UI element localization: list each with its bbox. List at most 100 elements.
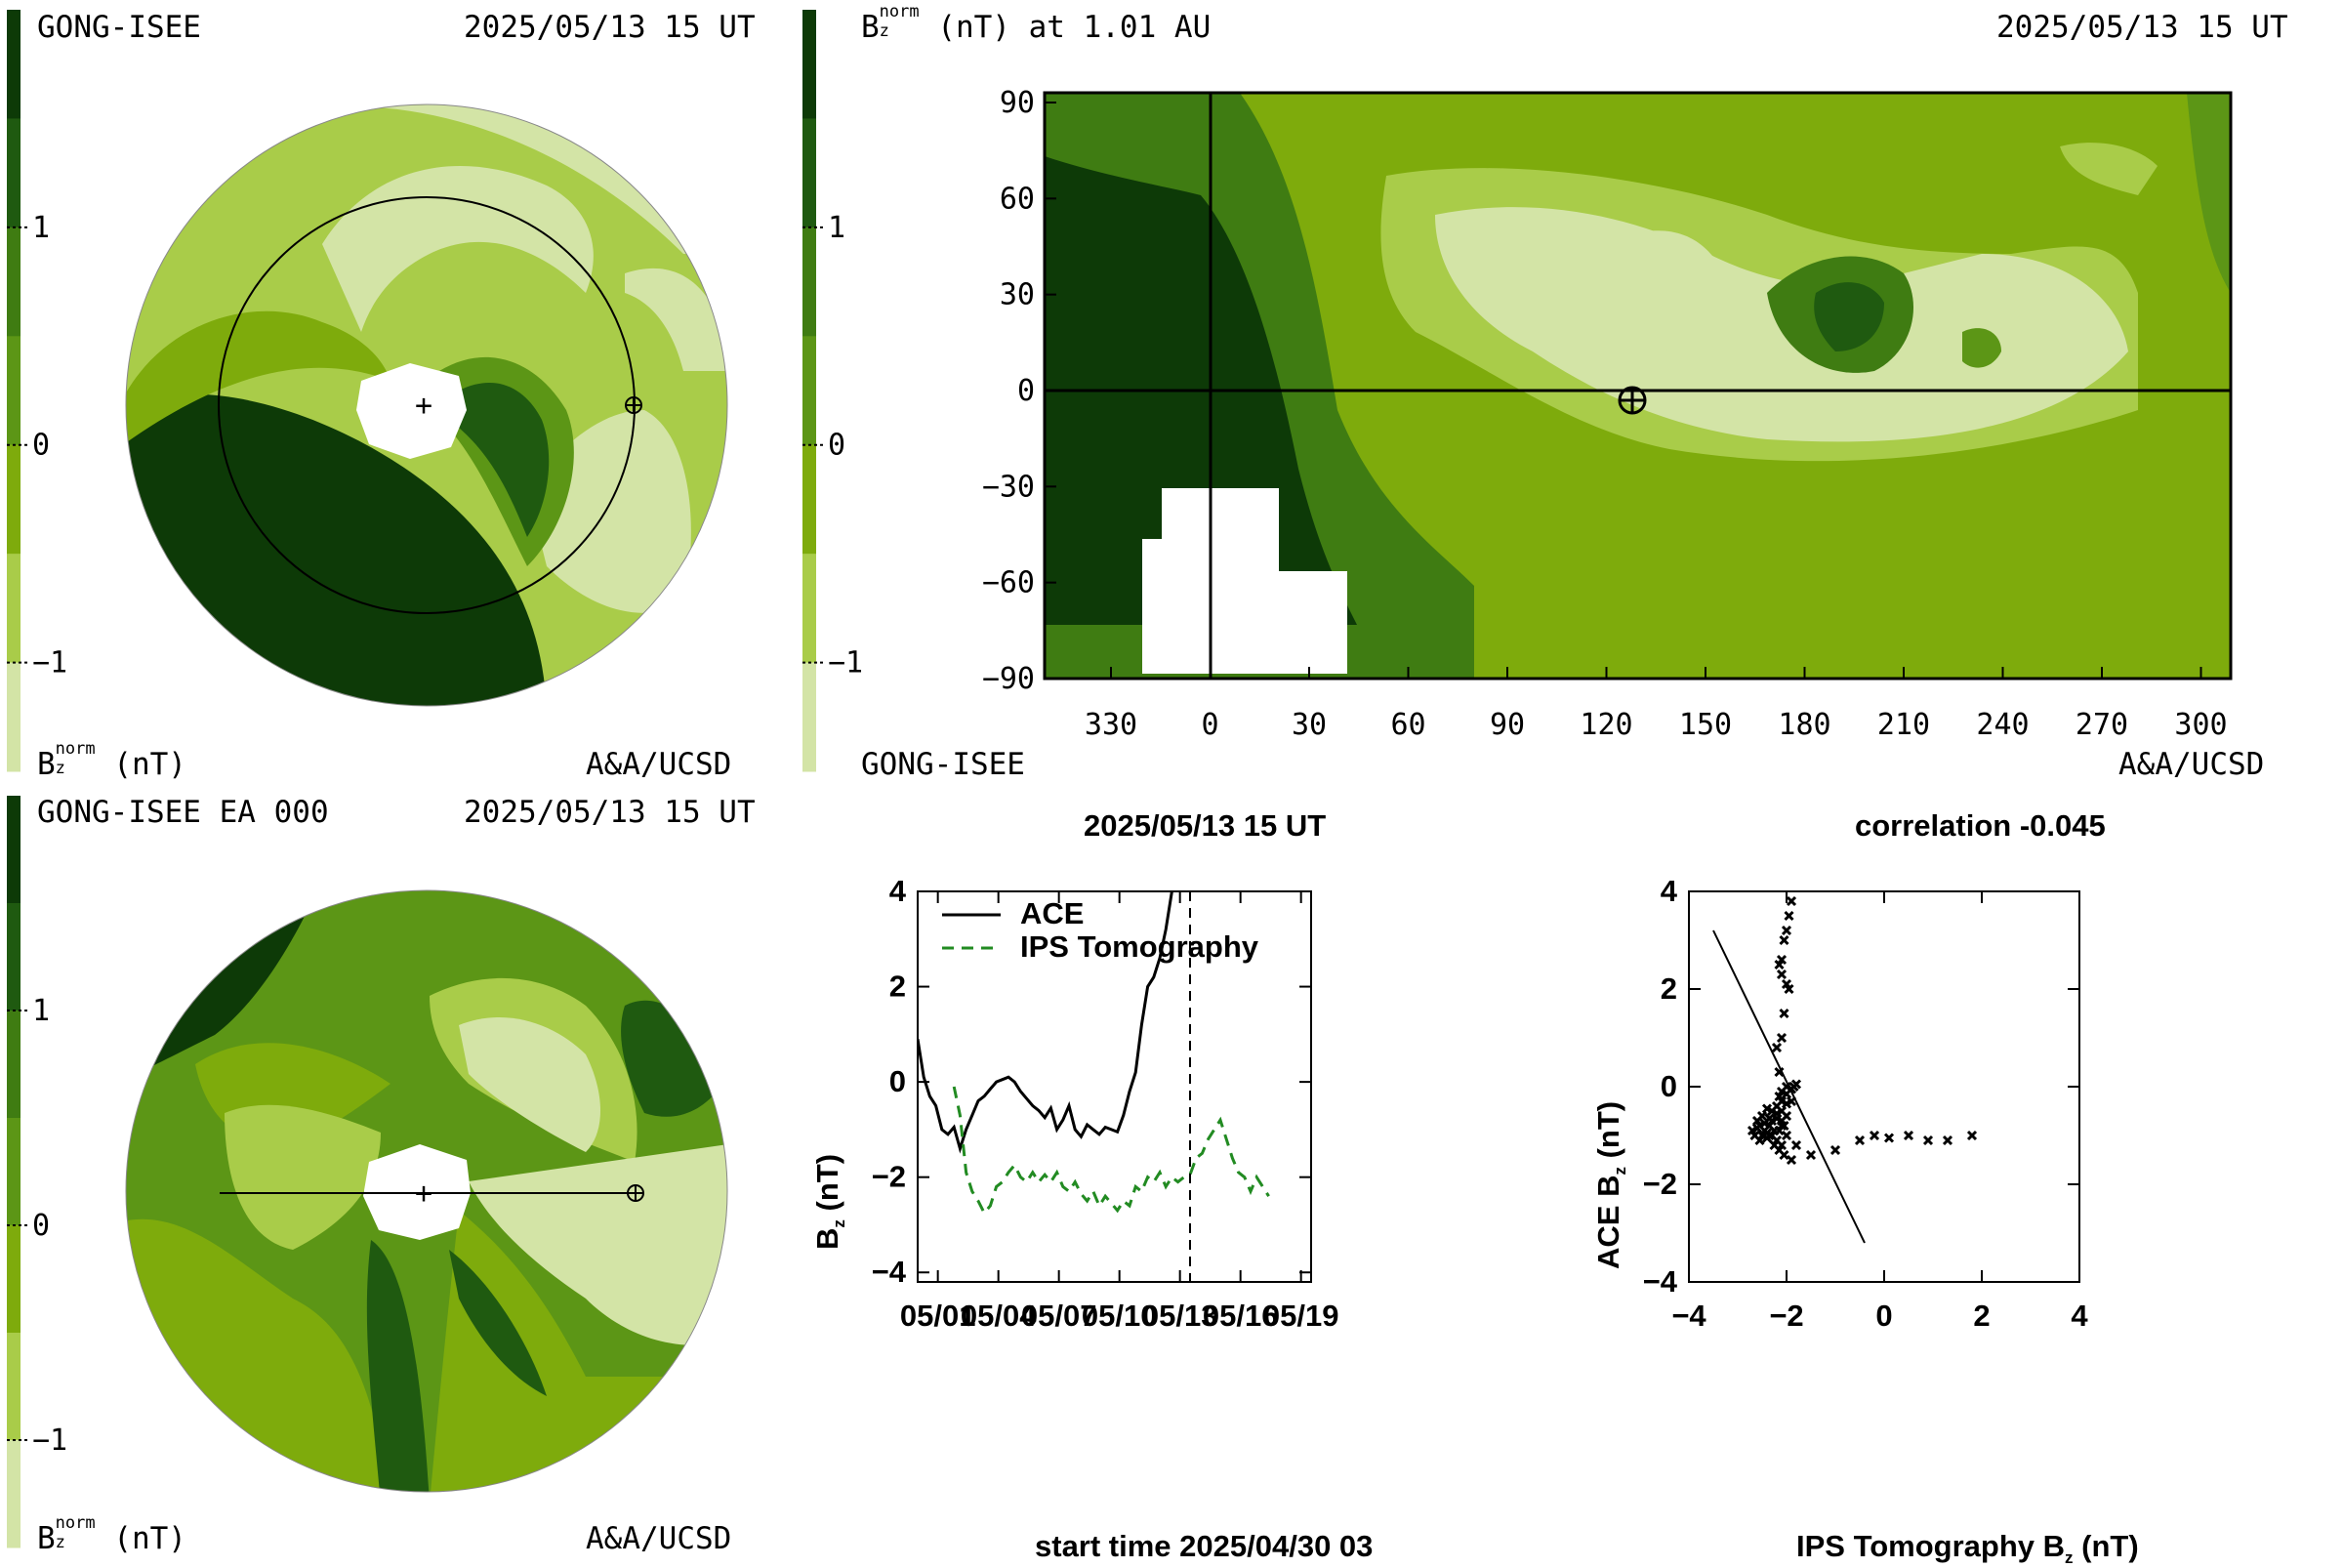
- legend-ace: ACE: [1020, 896, 1084, 930]
- series-line-ace: [918, 891, 1173, 1154]
- scatter-point: [1761, 1103, 1773, 1114]
- scatter-point: [1784, 910, 1794, 922]
- scatter-point: [1781, 1098, 1792, 1109]
- top-left-disk: +: [125, 103, 728, 707]
- scatter-point: [1771, 1042, 1783, 1053]
- svg-text:+: +: [415, 1176, 432, 1211]
- map-x-tick-label: 120: [1580, 708, 1632, 742]
- map-x-tick-label: 0: [1201, 708, 1218, 742]
- scatter-point: [1751, 1115, 1763, 1127]
- scatter-point: [1883, 1133, 1895, 1143]
- colorbar-level: [7, 796, 21, 904]
- top-right-panel: 1 0 −1: [791, 0, 2343, 791]
- scatter-point: [1774, 1091, 1785, 1102]
- map-x-tick-label: 60: [1390, 708, 1425, 742]
- ts-x-tick-label: 05/07: [1021, 1299, 1097, 1333]
- scatter-point: [1774, 1066, 1785, 1078]
- scatter-point: [1771, 1113, 1783, 1124]
- sc-y-tick-label: −2: [1643, 1167, 1677, 1201]
- colorbar-tick-label: 0: [32, 429, 50, 463]
- scatter-point: [1779, 934, 1789, 946]
- scatter-point: [1781, 1089, 1792, 1099]
- scatter-point: [1754, 1135, 1765, 1146]
- ts-x-tick-label: 05/04: [961, 1299, 1037, 1333]
- scatter-ylabel: ACE Bz (nT): [1591, 1100, 1630, 1269]
- sc-y-tick-label: 2: [1661, 971, 1677, 1006]
- map-y-tick-label: 0: [1017, 374, 1035, 408]
- colorbar-level: [7, 1333, 21, 1441]
- sc-x-tick-label: 2: [1973, 1299, 1990, 1333]
- top-right-credit: A&A/UCSD: [2118, 747, 2265, 782]
- colorbar-level: [7, 10, 21, 119]
- bottom-left-colorbar: 1 0 −1: [7, 796, 67, 1548]
- scatter-point: [1766, 1105, 1778, 1117]
- ts-y-tick-label: 2: [889, 970, 906, 1004]
- colorbar-tick-label: 0: [828, 429, 845, 463]
- ts-x-tick-label: 05/01: [900, 1299, 976, 1333]
- top-left-colorbar: 1 0 −1 +: [7, 10, 728, 772]
- sc-x-tick-label: −2: [1769, 1299, 1803, 1333]
- scatter-title: correlation -0.045: [1855, 808, 2106, 843]
- scatter-point: [1766, 1115, 1778, 1127]
- colorbar-level: [7, 118, 21, 228]
- colorbar-level: [802, 662, 816, 772]
- map-y-tick-label: 30: [1000, 278, 1035, 312]
- colorbar-level: [7, 336, 21, 446]
- series-line-ips: [952, 1086, 1270, 1216]
- colorbar-level: [7, 1225, 21, 1334]
- timeseries-ylabel: Bz (nT): [810, 1153, 849, 1250]
- colorbar-level: [7, 903, 21, 1011]
- top-left-title-right: 2025/05/13 15 UT: [464, 10, 756, 45]
- colorbar-level: [802, 227, 816, 337]
- scatter-point: [1829, 1144, 1841, 1156]
- colorbar-level: [802, 10, 816, 119]
- timeseries-frame: [917, 890, 1312, 1283]
- colorbar-tick-label: 1: [32, 994, 50, 1028]
- scatter-point: [1805, 1149, 1817, 1161]
- colorbar-level: [802, 336, 816, 446]
- scatter-point: [1903, 1130, 1914, 1141]
- scatter-point: [1776, 954, 1788, 966]
- map-x-tick-label: 210: [1877, 708, 1930, 742]
- map-x-tick-label: 30: [1292, 708, 1327, 742]
- map-x-tick-label: 330: [1085, 708, 1137, 742]
- map-x-tick-label: 300: [2174, 708, 2227, 742]
- scatter-point: [1776, 1032, 1788, 1044]
- colorbar-tick-label: 1: [828, 211, 845, 245]
- scatter-point: [1869, 1130, 1880, 1141]
- scatter-point: [1784, 983, 1794, 995]
- colorbar-level: [802, 444, 816, 555]
- scatter-point: [1764, 1120, 1775, 1132]
- colorbar-level: [7, 1118, 21, 1226]
- scatter-panel: correlation -0.045 4 2 0 −2 −4 −4 −2 0 2 4 ACE Bz…: [1562, 791, 2343, 1567]
- map-x-tick-label: 90: [1490, 708, 1525, 742]
- map-y-tick-label: −90: [982, 662, 1035, 696]
- map-x-tick-label: 270: [2076, 708, 2128, 742]
- scatter-point: [1747, 1125, 1758, 1136]
- earth-marker: [625, 396, 642, 414]
- bottom-left-disk: +: [125, 889, 728, 1493]
- ts-x-tick-label: 05/19: [1263, 1299, 1339, 1333]
- ts-y-tick-label: −2: [872, 1160, 906, 1194]
- bottom-left-credit: A&A/UCSD: [586, 1521, 732, 1556]
- scatter-point: [1756, 1130, 1768, 1141]
- top-left-title-left: GONG-ISEE: [37, 10, 201, 45]
- top-right-source: GONG-ISEE: [861, 747, 1025, 782]
- scatter-xlabel: IPS Tomography Bz (nT): [1796, 1529, 2139, 1568]
- ts-y-tick-label: −4: [872, 1255, 907, 1289]
- scatter-point: [1966, 1130, 1978, 1141]
- colorbar-tick-label: −1: [32, 646, 67, 681]
- scatter-point: [1781, 1130, 1792, 1141]
- timeseries-legend: ACE IPS Tomography: [942, 896, 1259, 964]
- colorbar-level: [802, 554, 816, 664]
- scatter-point: [1779, 1120, 1789, 1132]
- scatter-point: [1776, 1086, 1788, 1097]
- top-left-units-label: Bnormznorm (nT): [37, 739, 186, 782]
- colorbar-tick-label: 0: [32, 1209, 50, 1243]
- ts-y-tick-label: 4: [889, 874, 907, 908]
- sc-x-tick-label: 0: [1875, 1299, 1892, 1333]
- scatter-point: [1781, 925, 1792, 936]
- top-right-colorbar: 1 0 −1: [802, 10, 863, 772]
- sc-x-tick-label: 4: [2071, 1299, 2088, 1333]
